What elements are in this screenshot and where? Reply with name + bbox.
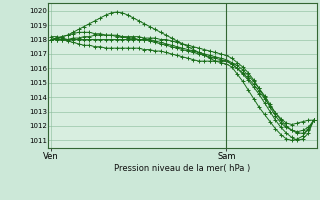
X-axis label: Pression niveau de la mer( hPa ): Pression niveau de la mer( hPa ) [114,164,251,173]
